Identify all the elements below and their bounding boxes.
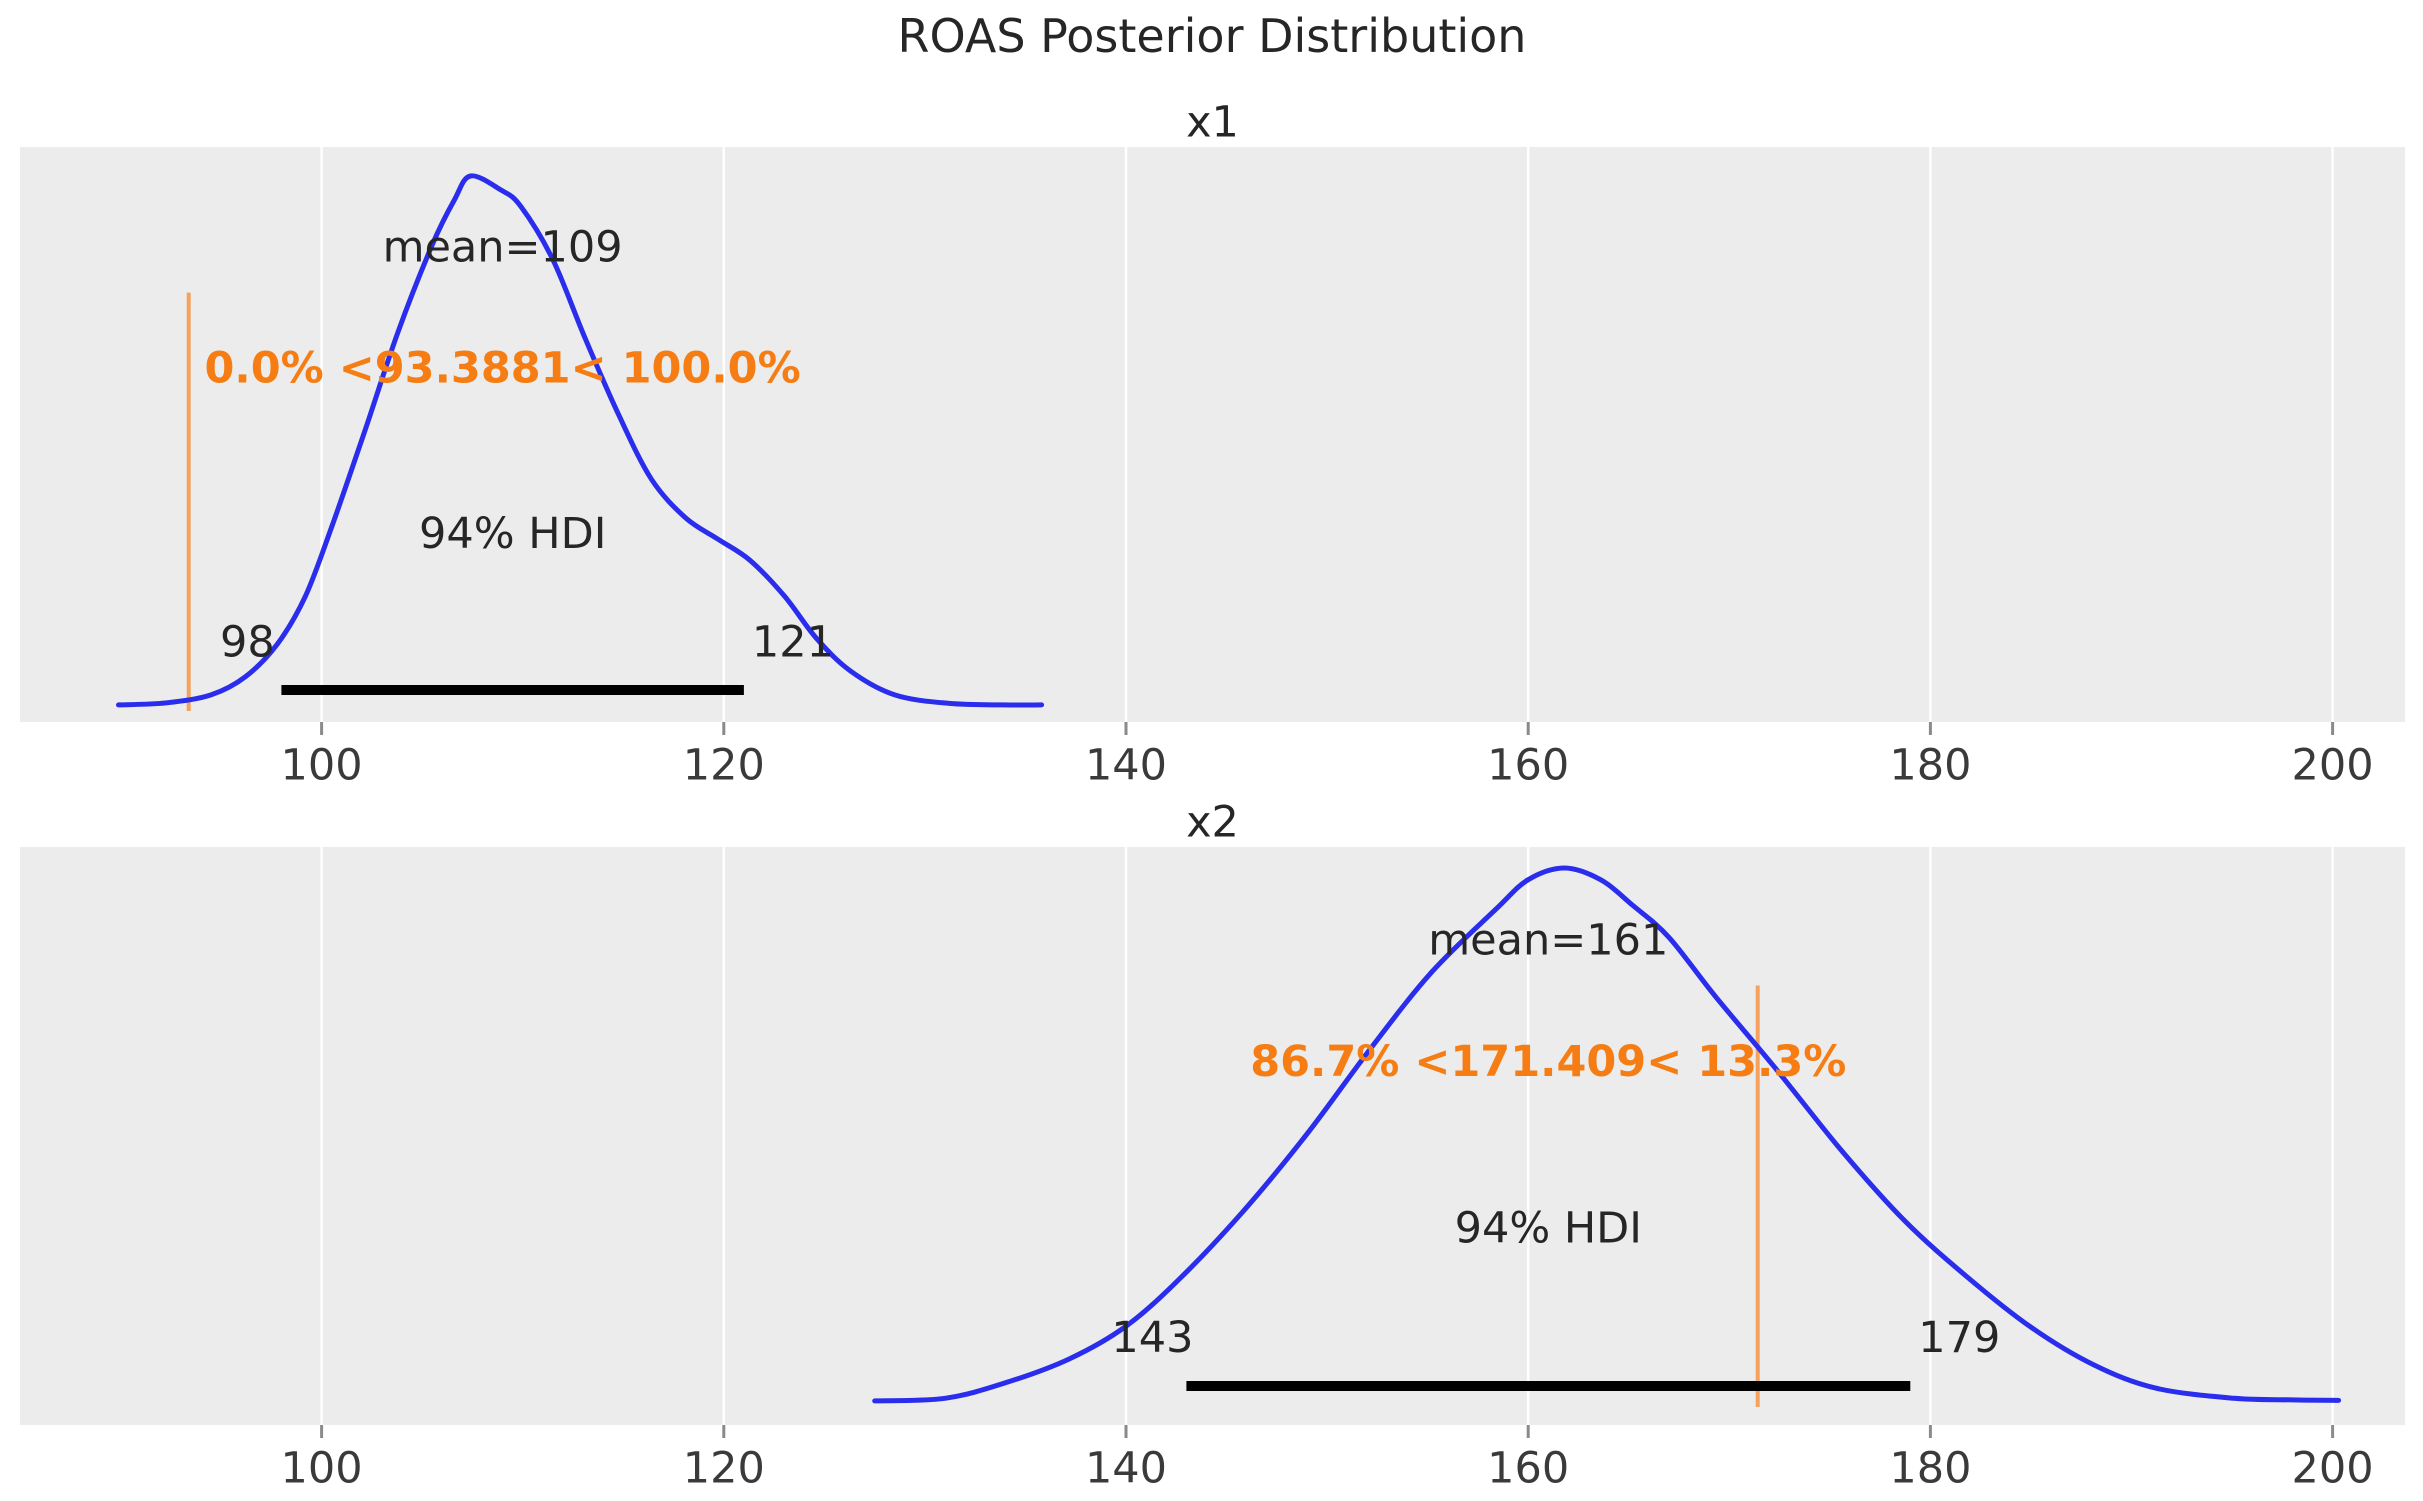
x-tick-label: 200 bbox=[2292, 1444, 2374, 1494]
hdi-bar bbox=[281, 685, 744, 695]
hdi-title: 94% HDI bbox=[1455, 1204, 1642, 1254]
hdi-title: 94% HDI bbox=[419, 509, 606, 559]
x-tick-label: 120 bbox=[683, 1444, 765, 1494]
kde-curve bbox=[116, 173, 1045, 708]
x-tick-label: 180 bbox=[1889, 1444, 1971, 1494]
figure-title: ROAS Posterior Distribution bbox=[898, 9, 1527, 63]
subplot-x1: 100 120 140 160 180 200 x1 mean=109 0.0% <93.388… bbox=[20, 98, 2405, 791]
panel-bg bbox=[20, 847, 2405, 1425]
mean-label: mean=109 bbox=[383, 223, 623, 273]
panel-bg bbox=[20, 147, 2405, 722]
x-tick-label: 120 bbox=[683, 741, 765, 791]
hdi-lower-label: 143 bbox=[1111, 1313, 1193, 1363]
x-tick-label: 140 bbox=[1085, 1444, 1167, 1494]
ref-value-label: 86.7% <171.409< 13.3% bbox=[1250, 1037, 1846, 1087]
hdi-upper-label: 121 bbox=[752, 618, 834, 668]
x-tick-label: 160 bbox=[1487, 1444, 1569, 1494]
hdi-upper-label: 179 bbox=[1918, 1313, 2000, 1363]
ref-value-label: 0.0% <93.3881< 100.0% bbox=[204, 344, 800, 394]
x-tick-label: 180 bbox=[1889, 741, 1971, 791]
subplot-title: x2 bbox=[1186, 798, 1239, 848]
x-tick-label: 160 bbox=[1487, 741, 1569, 791]
hdi-bar bbox=[1186, 1381, 1911, 1391]
kde-curve bbox=[872, 865, 2342, 1404]
x-tick-label: 140 bbox=[1085, 741, 1167, 791]
x-tick-label: 100 bbox=[281, 741, 363, 791]
subplot-title: x1 bbox=[1186, 98, 1239, 148]
hdi-lower-label: 98 bbox=[220, 618, 275, 668]
x-tick-label: 100 bbox=[281, 1444, 363, 1494]
x-tick-label: 200 bbox=[2292, 741, 2374, 791]
subplot-x2: 100 120 140 160 180 200 x2 mean=161 86.7% <171.4… bbox=[20, 798, 2405, 1494]
mean-label: mean=161 bbox=[1428, 915, 1668, 965]
